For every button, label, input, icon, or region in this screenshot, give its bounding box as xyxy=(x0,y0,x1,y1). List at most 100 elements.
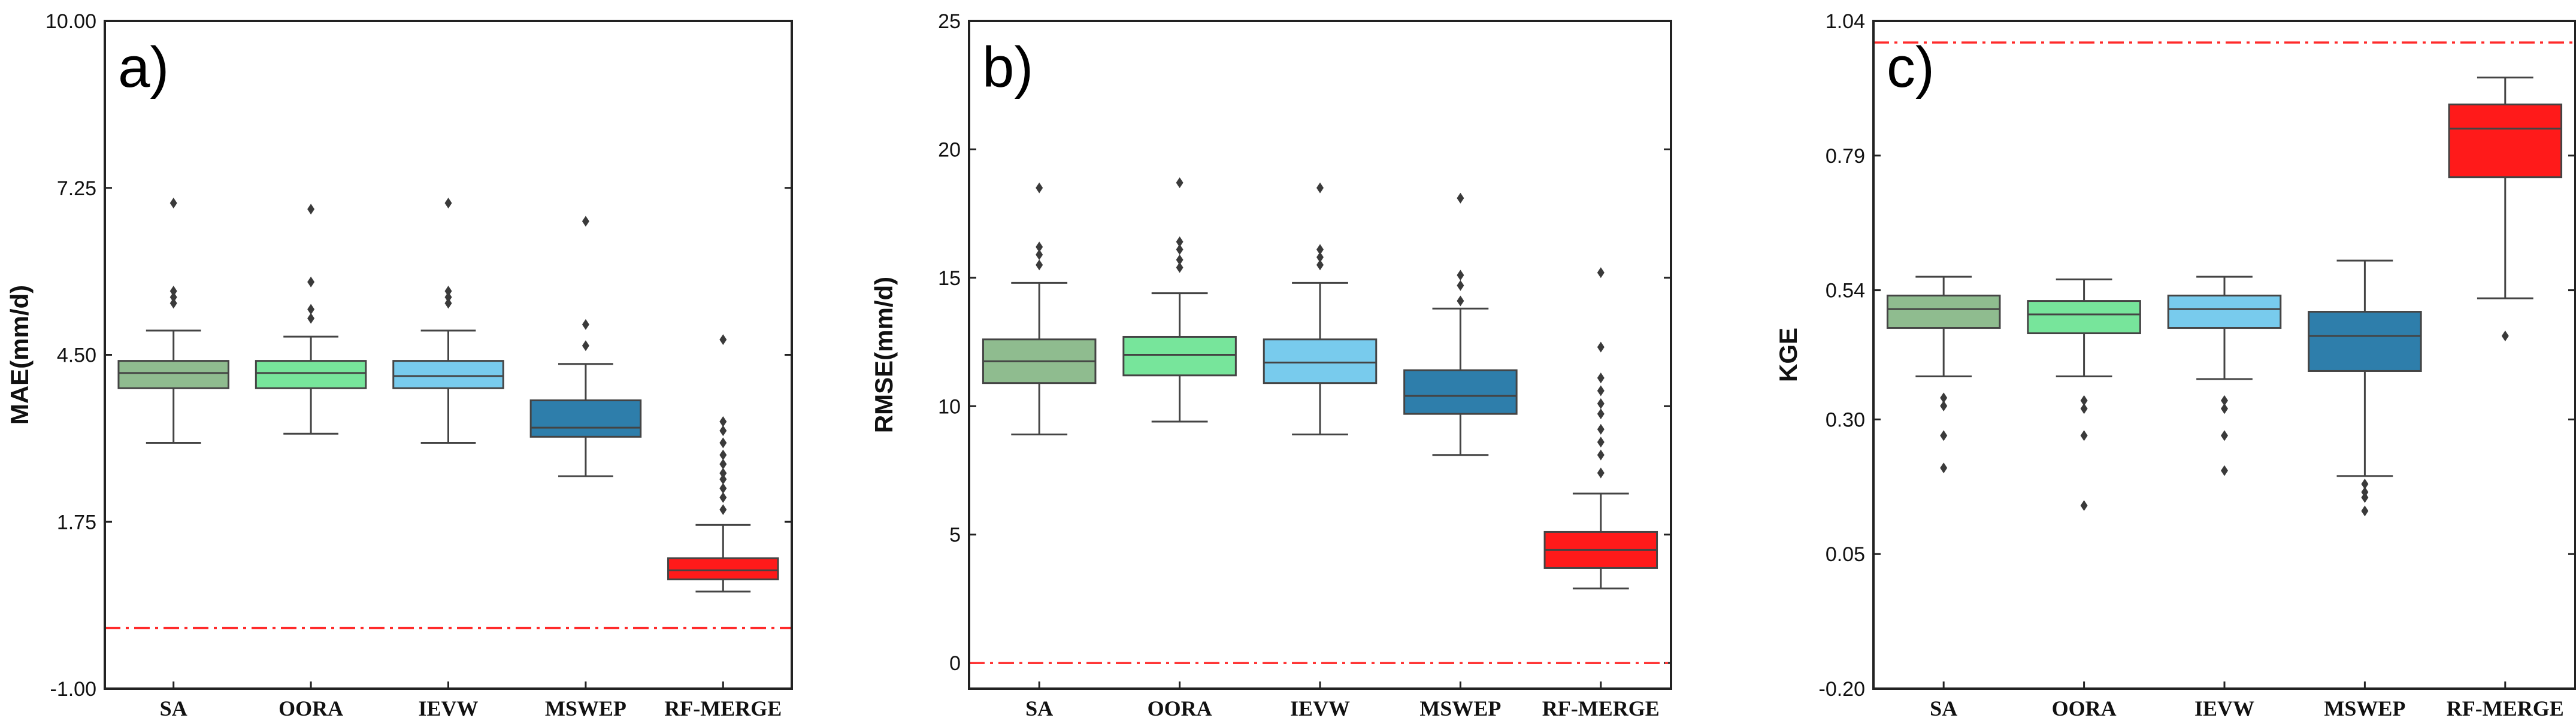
y-tick-label: -0.20 xyxy=(1819,678,1866,701)
outlier-point xyxy=(2361,492,2369,503)
outlier-point xyxy=(169,292,177,303)
outlier-point xyxy=(1597,408,1605,420)
x-tick-label: IEVW xyxy=(2194,696,2254,720)
outlier-point xyxy=(444,292,452,303)
y-tick-label: 7.25 xyxy=(57,177,96,200)
y-tick-label: 1.04 xyxy=(1826,10,1865,33)
outlier-point xyxy=(719,504,727,515)
x-tick-label: SA xyxy=(1025,696,1053,720)
outlier-point xyxy=(1457,192,1464,204)
outlier-point xyxy=(1940,462,1948,474)
outlier-point xyxy=(1316,259,1324,271)
outlier-point xyxy=(1597,467,1605,478)
x-tick-label: RF-MERGE xyxy=(1542,696,1660,720)
box-iqr xyxy=(2308,311,2422,372)
x-tick-label: SA xyxy=(1930,696,1957,720)
y-tick-label: 0.54 xyxy=(1826,280,1865,302)
outlier-point xyxy=(1940,430,1948,441)
box-iqr xyxy=(255,360,367,389)
y-axis-label: MAE(mm/d) xyxy=(5,285,34,425)
outlier-point xyxy=(1597,267,1605,278)
outlier-point xyxy=(2221,395,2228,406)
outlier-point xyxy=(719,437,727,449)
y-tick-label: 0 xyxy=(949,652,961,675)
x-tick-label: IEVW xyxy=(1290,696,1350,720)
outlier-point xyxy=(1457,295,1464,307)
box-sa xyxy=(1886,275,2001,474)
panel-label: c) xyxy=(1887,35,1935,99)
axes-frame xyxy=(968,20,1672,690)
x-tick-label: RF-MERGE xyxy=(664,696,782,720)
outlier-point xyxy=(719,416,727,427)
outlier-point xyxy=(307,313,315,324)
outlier-point xyxy=(307,276,315,287)
outlier-point xyxy=(169,298,177,309)
x-tick-label: IEVW xyxy=(418,696,478,720)
outlier-point xyxy=(307,204,315,215)
y-tick-label: 4.50 xyxy=(57,344,96,367)
outlier-point xyxy=(169,198,177,209)
x-tick-label: OORA xyxy=(279,696,343,720)
outlier-point xyxy=(1597,372,1605,384)
outlier-point xyxy=(1176,262,1183,273)
x-tick-label: SA xyxy=(160,696,187,720)
box-iqr xyxy=(1403,369,1518,415)
outlier-point xyxy=(169,286,177,297)
outlier-point xyxy=(1176,236,1183,247)
outlier-point xyxy=(2080,395,2088,406)
box-rf-merge xyxy=(2448,76,2563,342)
outlier-point xyxy=(1036,259,1043,271)
panel-label: b) xyxy=(982,35,1033,99)
outlier-point xyxy=(719,468,727,479)
x-tick-label: OORA xyxy=(2052,696,2117,720)
box-ievw xyxy=(1263,182,1378,435)
outlier-point xyxy=(1316,252,1324,263)
outlier-point xyxy=(719,492,727,503)
y-tick-label: 10.00 xyxy=(46,10,96,33)
box-iqr xyxy=(667,557,779,581)
y-axis-label: KGE xyxy=(1774,328,1802,382)
outlier-point xyxy=(582,216,589,227)
box-iqr xyxy=(117,360,229,389)
box-iqr xyxy=(392,360,504,389)
x-tick-label: OORA xyxy=(1148,696,1212,720)
outlier-point xyxy=(2080,500,2088,511)
x-tick-label: MSWEP xyxy=(2324,696,2405,720)
panel-a-mae: -1.00 1.75 4.50 7.25 10.00 SA OORA IEVW MSWEP RF-… xyxy=(5,10,793,720)
box-mswep xyxy=(529,216,642,477)
outlier-point xyxy=(2080,403,2088,414)
outlier-point xyxy=(1457,280,1464,291)
box-iqr xyxy=(1886,295,2001,329)
outlier-point xyxy=(1597,385,1605,396)
panel-b-rmse: 0 5 10 15 20 25 SA OORA IEVW MSWEP RF-MERGE RMSE(mm… xyxy=(870,10,1672,720)
outlier-point xyxy=(2221,465,2228,476)
y-tick-label: 0.30 xyxy=(1826,408,1865,431)
y-tick-label: 1.75 xyxy=(57,511,96,534)
box-sa xyxy=(982,182,1097,435)
box-oora xyxy=(1122,177,1237,423)
outlier-point xyxy=(1316,182,1324,193)
y-tick-label: -1.00 xyxy=(50,678,97,701)
y-tick-label: 10 xyxy=(938,395,961,418)
outlier-point xyxy=(719,458,727,469)
y-tick-label: 20 xyxy=(938,138,961,161)
outlier-point xyxy=(1176,244,1183,255)
outlier-point xyxy=(1597,341,1605,353)
outlier-point xyxy=(2221,403,2228,414)
outlier-point xyxy=(1036,249,1043,260)
y-axis-label: RMSE(mm/d) xyxy=(870,277,898,433)
box-iqr xyxy=(2448,103,2563,178)
box-mswep xyxy=(2308,259,2422,517)
x-tick-label: MSWEP xyxy=(545,696,626,720)
box-iqr xyxy=(1122,335,1237,377)
outlier-point xyxy=(1176,254,1183,265)
outlier-point xyxy=(1036,182,1043,193)
outlier-point xyxy=(719,425,727,437)
box-mswep xyxy=(1403,192,1518,456)
outlier-point xyxy=(307,304,315,315)
box-rf-merge xyxy=(1543,267,1658,590)
outlier-point xyxy=(2080,430,2088,441)
outlier-point xyxy=(2361,505,2369,517)
box-iqr xyxy=(2027,300,2141,335)
outlier-point xyxy=(444,286,452,297)
